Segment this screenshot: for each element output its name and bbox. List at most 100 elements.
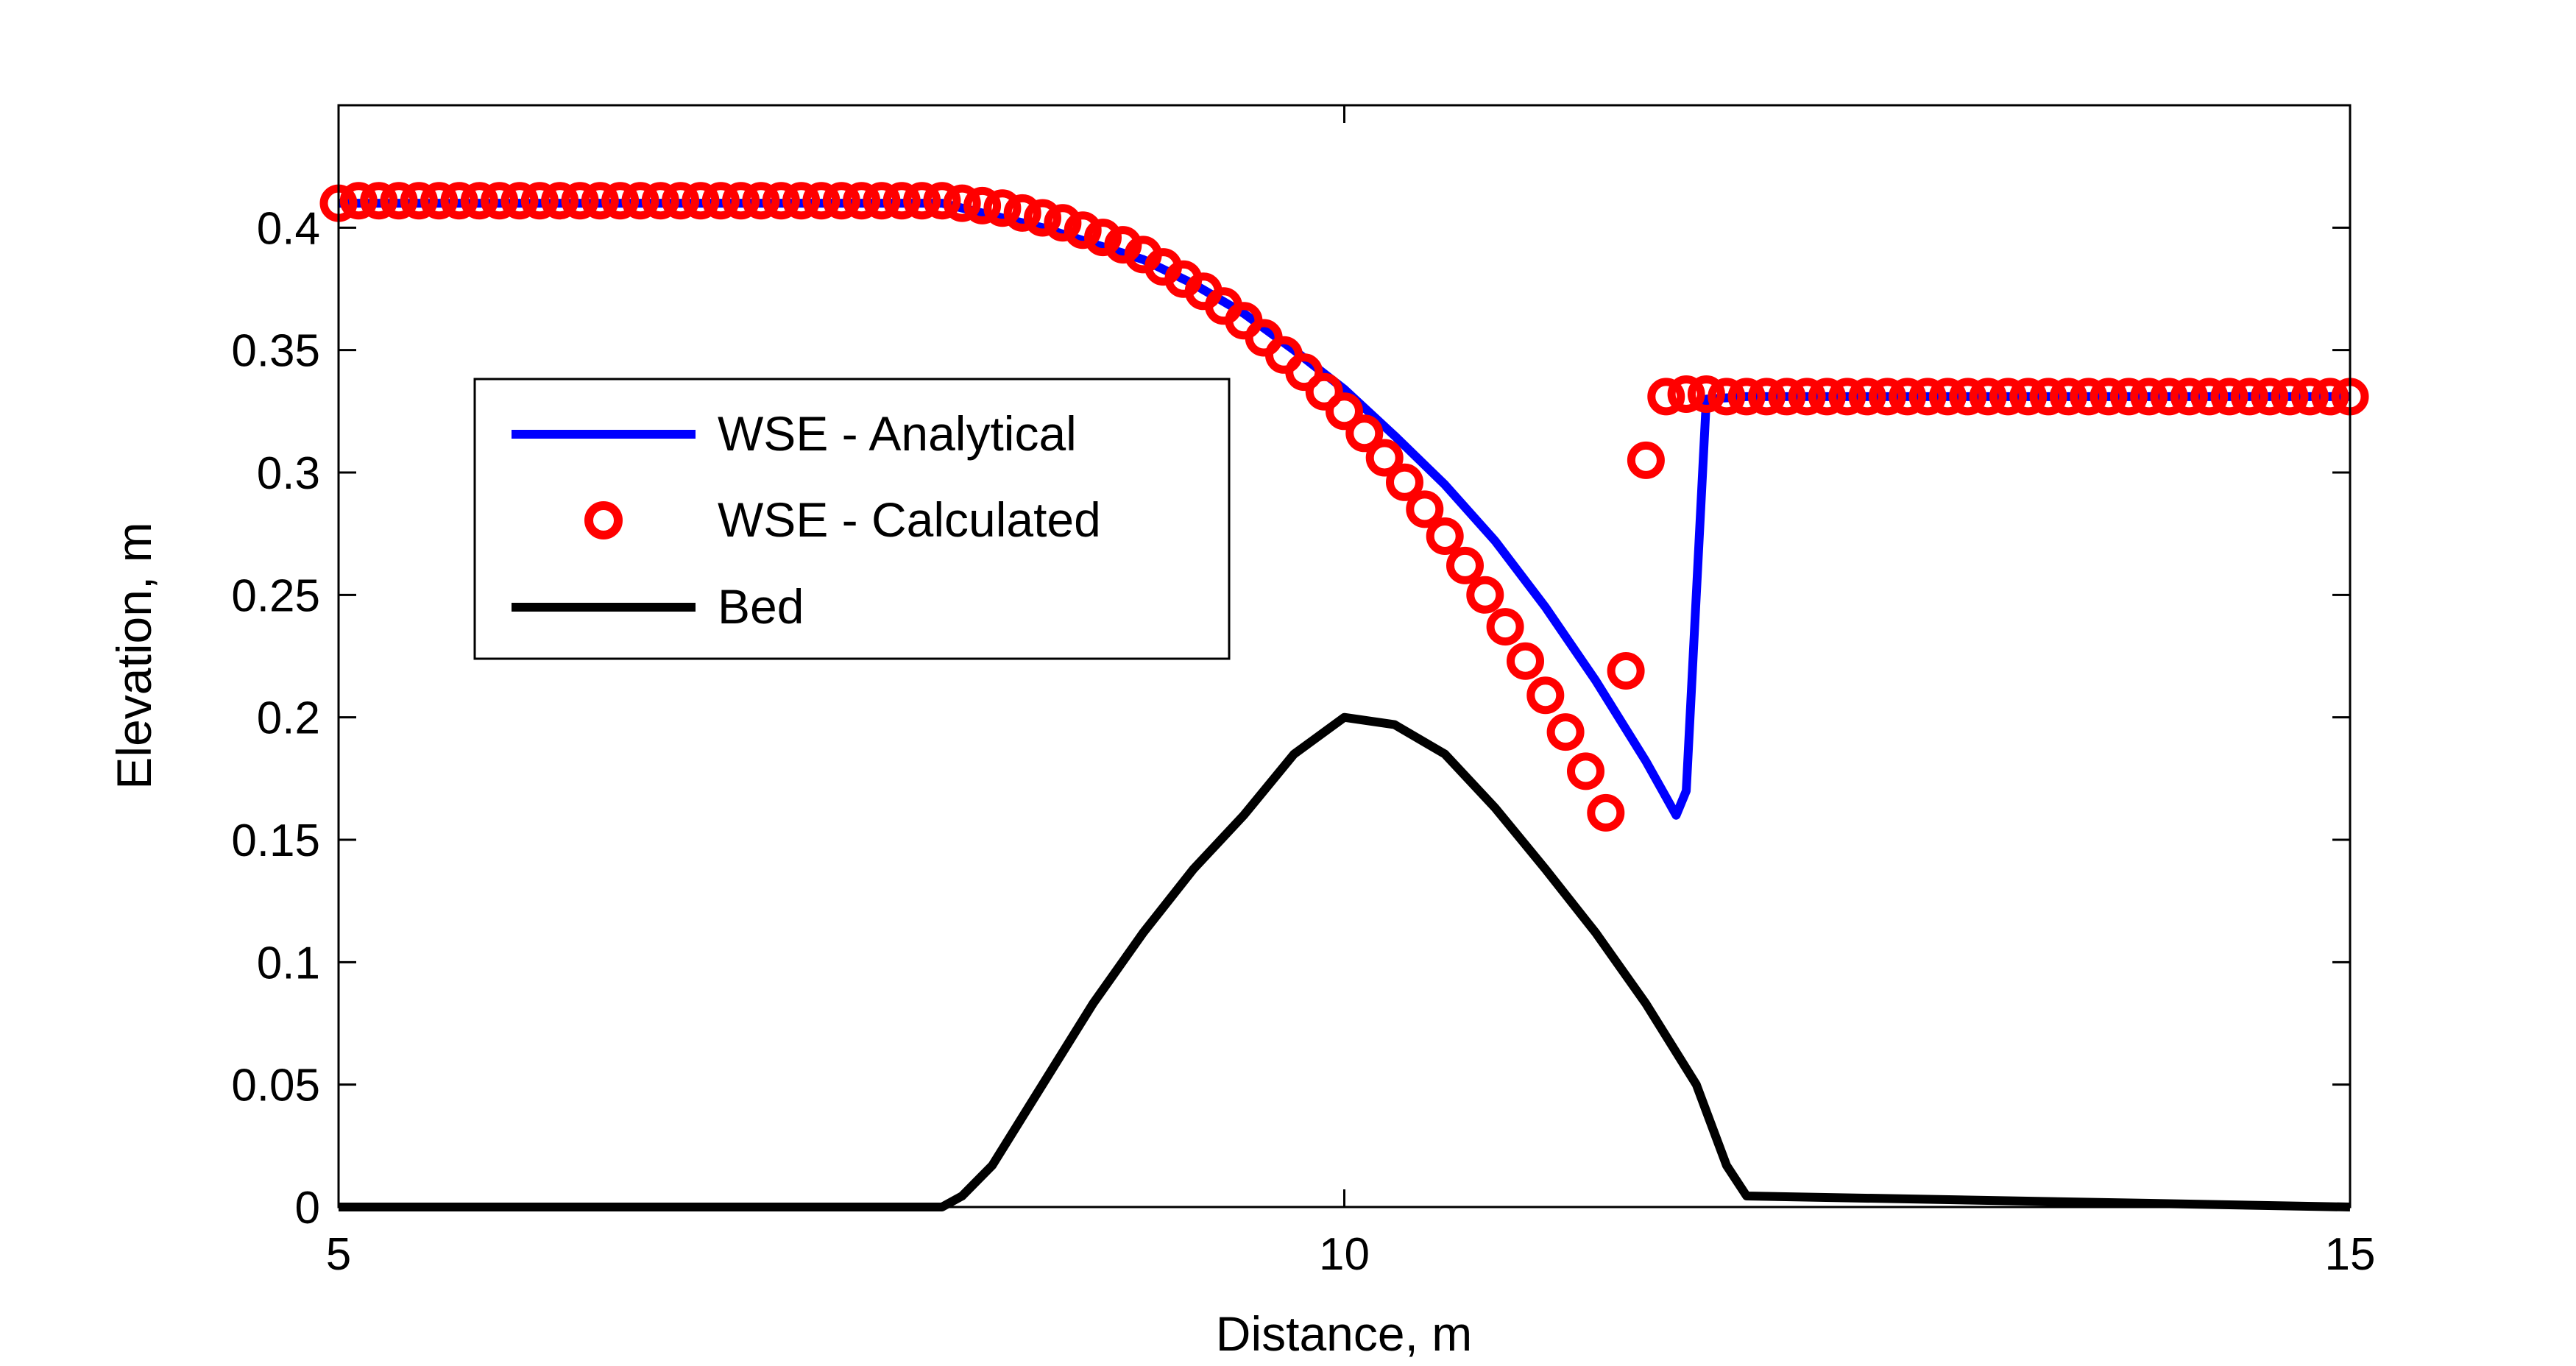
data-point bbox=[1507, 642, 1544, 680]
data-point bbox=[1486, 608, 1524, 646]
data-point bbox=[1667, 375, 1705, 413]
data-point bbox=[1426, 517, 1464, 555]
data-point bbox=[2049, 378, 2087, 416]
data-point bbox=[2090, 378, 2128, 416]
data-point bbox=[1687, 375, 1725, 413]
data-point bbox=[541, 182, 579, 220]
data-point bbox=[1768, 378, 1806, 416]
y-tick-label: 0.2 bbox=[257, 693, 320, 744]
data-point bbox=[802, 182, 841, 220]
x-tick-label: 5 bbox=[326, 1229, 351, 1280]
data-point bbox=[581, 182, 619, 220]
data-point bbox=[2251, 378, 2289, 416]
data-point bbox=[1285, 353, 1323, 392]
y-tick-label: 0.05 bbox=[231, 1061, 320, 1111]
y-tick-label: 0.3 bbox=[257, 448, 320, 499]
y-tick-label: 0.4 bbox=[257, 203, 320, 254]
data-point bbox=[943, 184, 981, 222]
data-point bbox=[481, 182, 519, 220]
data-point bbox=[1084, 219, 1122, 257]
legend-label-analytical: WSE - Analytical bbox=[718, 406, 1077, 461]
data-point bbox=[460, 182, 498, 220]
data-point bbox=[1526, 676, 1565, 715]
data-point bbox=[2070, 378, 2108, 416]
legend-swatch-calculated bbox=[584, 501, 623, 539]
data-point bbox=[1024, 199, 1061, 237]
data-point bbox=[983, 189, 1022, 227]
data-point bbox=[1365, 439, 1404, 477]
x-tick-label: 10 bbox=[1319, 1229, 1370, 1280]
legend: WSE - Analytical WSE - Calculated Bed bbox=[473, 378, 1231, 660]
data-point bbox=[1044, 204, 1082, 242]
data-point bbox=[662, 182, 700, 220]
data-point bbox=[1446, 546, 1484, 584]
data-point bbox=[2311, 378, 2349, 416]
data-point bbox=[1587, 793, 1625, 832]
data-point bbox=[2130, 378, 2168, 416]
data-point bbox=[1747, 378, 1786, 416]
data-point bbox=[1326, 392, 1363, 431]
data-point bbox=[1828, 378, 1866, 416]
data-point bbox=[1808, 378, 1846, 416]
data-point bbox=[1889, 378, 1927, 416]
data-point bbox=[440, 182, 478, 220]
series-line-2 bbox=[339, 712, 2351, 1211]
data-point bbox=[1386, 463, 1423, 501]
y-tick-label: 0.1 bbox=[257, 938, 320, 988]
legend-box bbox=[473, 378, 1231, 660]
data-point bbox=[1989, 378, 2027, 416]
y-axis-title: Elevation, m bbox=[107, 522, 161, 789]
data-point bbox=[1868, 378, 1906, 416]
data-point bbox=[762, 182, 800, 220]
data-point bbox=[682, 182, 720, 220]
data-point bbox=[561, 182, 599, 220]
data-point bbox=[1708, 378, 1746, 416]
data-point bbox=[2190, 378, 2229, 416]
data-point bbox=[339, 182, 378, 220]
data-point bbox=[420, 182, 459, 220]
data-point bbox=[1345, 414, 1384, 453]
data-point bbox=[621, 182, 659, 220]
data-point bbox=[701, 182, 740, 220]
data-point bbox=[601, 182, 640, 220]
data-point bbox=[1064, 211, 1102, 250]
data-point bbox=[1627, 441, 1665, 479]
x-tick-label: 15 bbox=[2325, 1229, 2376, 1280]
y-tick-label: 0.15 bbox=[231, 815, 320, 866]
data-point bbox=[380, 182, 418, 220]
data-point bbox=[2230, 378, 2268, 416]
data-point bbox=[722, 182, 760, 220]
data-point bbox=[360, 182, 398, 220]
data-point bbox=[520, 182, 559, 220]
legend-label-calculated: WSE - Calculated bbox=[718, 492, 1101, 547]
data-point bbox=[1908, 378, 1947, 416]
y-tick-label: 0.35 bbox=[231, 326, 320, 377]
data-point bbox=[782, 182, 821, 220]
data-point bbox=[2009, 378, 2048, 416]
data-point bbox=[822, 182, 860, 220]
data-point bbox=[1567, 752, 1604, 790]
data-point bbox=[903, 182, 941, 220]
data-point bbox=[1647, 378, 1685, 416]
y-tick-label: 0 bbox=[295, 1183, 320, 1234]
data-point bbox=[1003, 194, 1041, 232]
data-point bbox=[1406, 490, 1444, 528]
data-point bbox=[2271, 378, 2309, 416]
data-point bbox=[1969, 378, 2007, 416]
data-point bbox=[963, 186, 1002, 224]
data-point bbox=[1949, 378, 1987, 416]
data-point bbox=[1607, 652, 1645, 690]
data-point bbox=[742, 182, 780, 220]
data-point bbox=[923, 182, 961, 220]
data-point bbox=[882, 182, 921, 220]
y-tick-label: 0.25 bbox=[231, 570, 320, 621]
data-point bbox=[2109, 378, 2148, 416]
data-point bbox=[1788, 378, 1826, 416]
data-point bbox=[2210, 378, 2248, 416]
data-point bbox=[1848, 378, 1886, 416]
x-axis-title: Distance, m bbox=[1216, 1306, 1472, 1361]
series-layer bbox=[319, 182, 2369, 1211]
data-point bbox=[2150, 378, 2188, 416]
data-point bbox=[2290, 378, 2329, 416]
data-point bbox=[2170, 378, 2208, 416]
